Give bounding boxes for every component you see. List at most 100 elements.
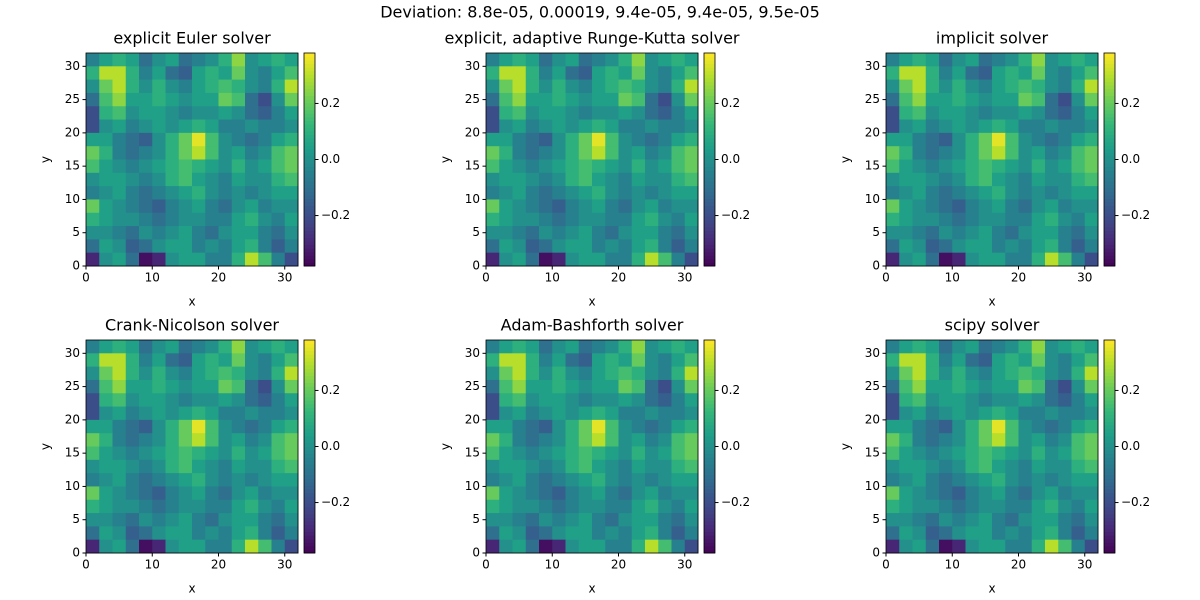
heatmap-cell	[1005, 419, 1019, 434]
heatmap-cell	[899, 379, 913, 394]
heatmap-cell	[1031, 366, 1046, 381]
x-axis-label: x	[988, 295, 995, 309]
heatmap-cell	[965, 199, 980, 214]
heatmap-cell	[99, 106, 113, 121]
heatmap-cell	[499, 226, 513, 240]
heatmap-cell	[592, 419, 606, 434]
heatmap-cell	[258, 433, 272, 447]
x-tick-label: 0	[882, 271, 890, 285]
heatmap-cell	[671, 366, 686, 381]
heatmap-cell	[1045, 513, 1059, 527]
heatmap-cell	[178, 366, 193, 381]
colorbar-step	[1104, 255, 1115, 260]
heatmap-cell	[152, 366, 166, 381]
heatmap-cell	[592, 146, 606, 160]
heatmap-cell	[925, 366, 940, 381]
heatmap-cell	[486, 106, 500, 121]
heatmap-cell	[1018, 526, 1033, 541]
heatmap-cell	[1018, 199, 1033, 214]
heatmap-cell	[565, 159, 580, 174]
heatmap-cell	[1045, 252, 1059, 267]
heatmap-cell	[939, 92, 953, 107]
colorbar-step	[1104, 63, 1115, 68]
heatmap-cell	[618, 186, 633, 200]
heatmap-cell	[912, 212, 927, 227]
heatmap-cell	[178, 353, 193, 368]
colorbar-step	[304, 173, 315, 178]
colorbar-step	[304, 379, 315, 384]
heatmap-cell	[578, 146, 593, 160]
heatmap-cell	[539, 473, 553, 487]
heatmap-cell	[992, 526, 1006, 541]
colorbar-step	[704, 187, 715, 192]
heatmap-cell	[1058, 172, 1072, 187]
heatmap-cell	[658, 433, 672, 447]
heatmap-cell	[512, 66, 527, 81]
heatmap-cell	[1058, 499, 1072, 514]
heatmap-cell	[192, 53, 206, 67]
heatmap-cell	[1045, 132, 1059, 147]
heatmap-cell	[258, 393, 272, 408]
heatmap-cell	[539, 539, 553, 554]
heatmap-cell	[112, 199, 127, 214]
heatmap-cell	[592, 186, 606, 200]
colorbar-step	[704, 492, 715, 497]
heatmap-cell	[671, 526, 686, 541]
heatmap-cell	[525, 419, 540, 434]
y-tick-label: 25	[865, 379, 880, 393]
heatmap-cell	[992, 159, 1006, 174]
heatmap-cell	[658, 79, 672, 94]
heatmap-cell	[125, 366, 140, 381]
heatmap-cell	[605, 419, 619, 434]
heatmap-cell	[631, 186, 646, 200]
heatmap-cell	[112, 446, 127, 461]
heatmap-cell	[1031, 340, 1046, 354]
heatmap-cell	[165, 199, 180, 214]
colorbar-step	[1104, 361, 1115, 366]
heatmap-cell	[592, 499, 606, 514]
heatmap-cell	[99, 340, 113, 354]
heatmap-cell	[978, 172, 993, 187]
heatmap-cell	[992, 79, 1006, 94]
heatmap-cell	[271, 119, 286, 134]
heatmap-cell	[1084, 132, 1099, 147]
heatmap-cell	[886, 513, 900, 527]
heatmap-cell	[178, 226, 193, 240]
colorbar-step	[704, 439, 715, 444]
heatmap-cell	[1058, 53, 1072, 67]
heatmap-cell	[684, 419, 699, 434]
heatmap-cell	[231, 393, 246, 408]
heatmap-cell	[658, 393, 672, 408]
colorbar-step	[1104, 471, 1115, 476]
heatmap-cell	[139, 53, 153, 67]
heatmap-cell	[499, 366, 513, 381]
y-tick-label: 15	[865, 446, 880, 460]
heatmap-cell	[1018, 393, 1033, 408]
heatmap-cell	[486, 66, 500, 81]
heatmap-cell	[978, 526, 993, 541]
colorbar-step	[1104, 77, 1115, 82]
heatmap-cell	[205, 172, 219, 187]
heatmap-cell	[231, 406, 246, 421]
heatmap-cell	[271, 252, 286, 267]
heatmap-cell	[684, 212, 699, 227]
heatmap-cell	[952, 486, 966, 501]
heatmap-cell	[1084, 53, 1099, 67]
heatmap-cell	[512, 499, 527, 514]
heatmap-cell	[552, 132, 566, 147]
heatmap-cell	[565, 393, 580, 408]
heatmap-cell	[645, 92, 659, 107]
heatmap-cell	[618, 366, 633, 381]
heatmap-cell	[565, 146, 580, 160]
heatmap-cell	[231, 132, 246, 147]
heatmap-cell	[671, 499, 686, 514]
heatmap-cell	[86, 226, 100, 240]
colorbar-step	[304, 435, 315, 440]
heatmap-cell	[899, 119, 913, 134]
heatmap-cell	[152, 212, 166, 227]
heatmap-cell	[539, 366, 553, 381]
heatmap-cell	[618, 106, 633, 121]
colorbar-step	[704, 354, 715, 359]
heatmap-cell	[86, 393, 100, 408]
heatmap-cell	[565, 226, 580, 240]
